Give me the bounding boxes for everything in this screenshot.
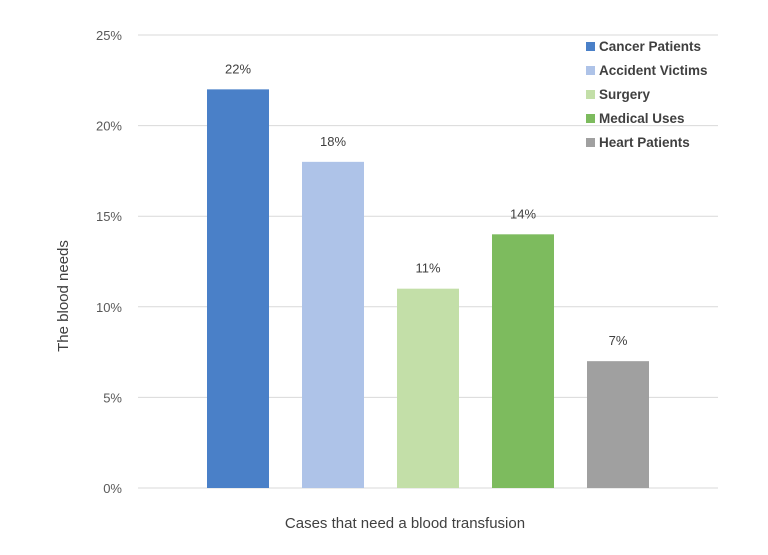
legend-swatch xyxy=(586,42,595,51)
y-axis-ticks: 0% 5% 10% 15% 20% 25% xyxy=(96,28,122,496)
legend-label: Heart Patients xyxy=(599,135,690,150)
y-tick-label: 25% xyxy=(96,28,122,43)
data-label: 11% xyxy=(415,261,440,276)
legend-label: Cancer Patients xyxy=(599,39,701,54)
bar-cancer-patients xyxy=(207,89,269,489)
data-label: 14% xyxy=(510,206,536,221)
data-labels: 22% 18% 11% 14% 7% xyxy=(225,61,628,348)
legend-label: Accident Victims xyxy=(599,63,708,78)
legend-swatch xyxy=(586,138,595,147)
y-tick-label: 5% xyxy=(103,390,122,405)
y-tick-label: 10% xyxy=(96,300,122,315)
legend-swatch xyxy=(586,114,595,123)
y-tick-label: 0% xyxy=(103,481,122,496)
bar-accident-victims xyxy=(302,161,364,488)
bars xyxy=(207,89,649,489)
legend-label: Surgery xyxy=(599,87,651,102)
y-tick-label: 15% xyxy=(96,209,122,224)
data-label: 7% xyxy=(609,333,628,348)
bar-surgery xyxy=(397,288,459,488)
x-axis-title: Cases that need a blood transfusion xyxy=(285,515,525,532)
y-tick-label: 20% xyxy=(96,119,122,134)
data-label: 18% xyxy=(320,134,346,149)
bar-medical-uses xyxy=(492,234,554,488)
legend-label: Medical Uses xyxy=(599,111,685,126)
data-label: 22% xyxy=(225,61,251,76)
bar-heart-patients xyxy=(587,361,649,488)
y-axis-title: The blood needs xyxy=(55,240,72,352)
legend-swatch xyxy=(586,90,595,99)
legend-swatch xyxy=(586,66,595,75)
legend: Cancer Patients Accident Victims Surgery Me… xyxy=(586,39,708,150)
